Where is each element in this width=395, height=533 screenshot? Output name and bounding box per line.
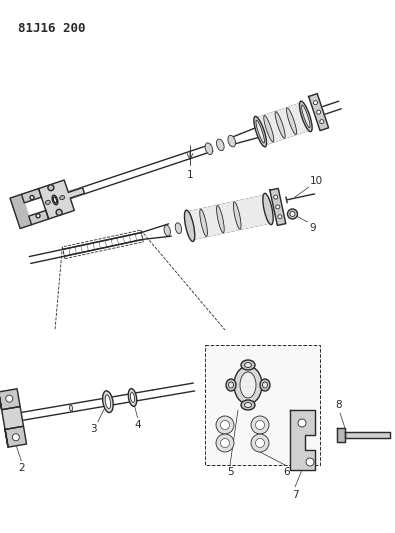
Ellipse shape: [320, 119, 324, 124]
Polygon shape: [5, 426, 26, 447]
Ellipse shape: [216, 434, 234, 452]
Text: 10: 10: [310, 176, 323, 186]
Ellipse shape: [228, 382, 233, 388]
Ellipse shape: [233, 202, 241, 229]
Ellipse shape: [276, 205, 280, 209]
Ellipse shape: [200, 209, 207, 237]
Polygon shape: [0, 392, 23, 447]
Ellipse shape: [52, 195, 58, 205]
Polygon shape: [290, 410, 315, 470]
Ellipse shape: [245, 362, 252, 367]
Text: 6: 6: [284, 467, 290, 477]
Text: 5: 5: [227, 467, 233, 477]
Polygon shape: [256, 103, 310, 145]
Ellipse shape: [70, 405, 73, 411]
Text: 2: 2: [18, 463, 24, 473]
Ellipse shape: [263, 382, 267, 388]
Ellipse shape: [175, 223, 182, 233]
Polygon shape: [39, 180, 85, 219]
Ellipse shape: [299, 101, 312, 132]
Ellipse shape: [226, 379, 236, 391]
Ellipse shape: [6, 395, 13, 402]
Ellipse shape: [12, 434, 19, 441]
Ellipse shape: [245, 402, 252, 408]
Ellipse shape: [306, 458, 314, 466]
Polygon shape: [29, 211, 49, 225]
Ellipse shape: [186, 220, 193, 231]
Ellipse shape: [301, 105, 310, 128]
Text: 7: 7: [292, 490, 298, 500]
Ellipse shape: [45, 200, 50, 205]
Ellipse shape: [53, 197, 57, 203]
Ellipse shape: [240, 372, 256, 398]
Text: 9: 9: [309, 223, 316, 233]
Polygon shape: [0, 389, 20, 410]
Ellipse shape: [256, 439, 265, 448]
Polygon shape: [21, 189, 41, 203]
Ellipse shape: [251, 416, 269, 434]
Ellipse shape: [251, 434, 269, 452]
Ellipse shape: [220, 421, 229, 430]
Ellipse shape: [256, 120, 264, 143]
Ellipse shape: [36, 214, 40, 218]
Polygon shape: [308, 94, 329, 131]
Text: 4: 4: [134, 421, 141, 431]
Ellipse shape: [288, 209, 297, 219]
Ellipse shape: [254, 116, 267, 147]
Ellipse shape: [60, 196, 64, 200]
Ellipse shape: [228, 135, 235, 147]
Polygon shape: [337, 428, 345, 442]
Ellipse shape: [216, 206, 224, 233]
Ellipse shape: [241, 360, 255, 370]
Ellipse shape: [205, 143, 213, 155]
Ellipse shape: [275, 111, 285, 138]
Ellipse shape: [317, 110, 321, 114]
Ellipse shape: [216, 416, 234, 434]
Ellipse shape: [260, 379, 270, 391]
Ellipse shape: [314, 101, 318, 104]
Ellipse shape: [241, 400, 255, 410]
Ellipse shape: [216, 139, 224, 151]
Text: 81J16 200: 81J16 200: [18, 22, 85, 35]
Ellipse shape: [164, 225, 170, 236]
Text: 3: 3: [90, 424, 97, 434]
Ellipse shape: [105, 395, 111, 409]
Text: 8: 8: [336, 400, 342, 410]
Ellipse shape: [286, 108, 297, 134]
Text: 1: 1: [187, 170, 193, 180]
Polygon shape: [187, 195, 271, 239]
Ellipse shape: [256, 421, 265, 430]
Polygon shape: [345, 432, 390, 438]
Ellipse shape: [30, 196, 34, 199]
Ellipse shape: [298, 419, 306, 427]
Ellipse shape: [263, 193, 273, 225]
Ellipse shape: [234, 366, 262, 404]
Polygon shape: [10, 195, 32, 229]
Ellipse shape: [264, 116, 274, 142]
Bar: [205, 345, 320, 465]
Ellipse shape: [184, 210, 195, 241]
Ellipse shape: [274, 195, 278, 199]
Ellipse shape: [56, 209, 62, 215]
Ellipse shape: [130, 393, 135, 402]
Ellipse shape: [103, 391, 113, 413]
Ellipse shape: [128, 389, 137, 406]
Ellipse shape: [220, 439, 229, 448]
Ellipse shape: [278, 215, 282, 219]
Polygon shape: [270, 188, 286, 225]
Ellipse shape: [290, 212, 295, 216]
Ellipse shape: [48, 184, 54, 191]
